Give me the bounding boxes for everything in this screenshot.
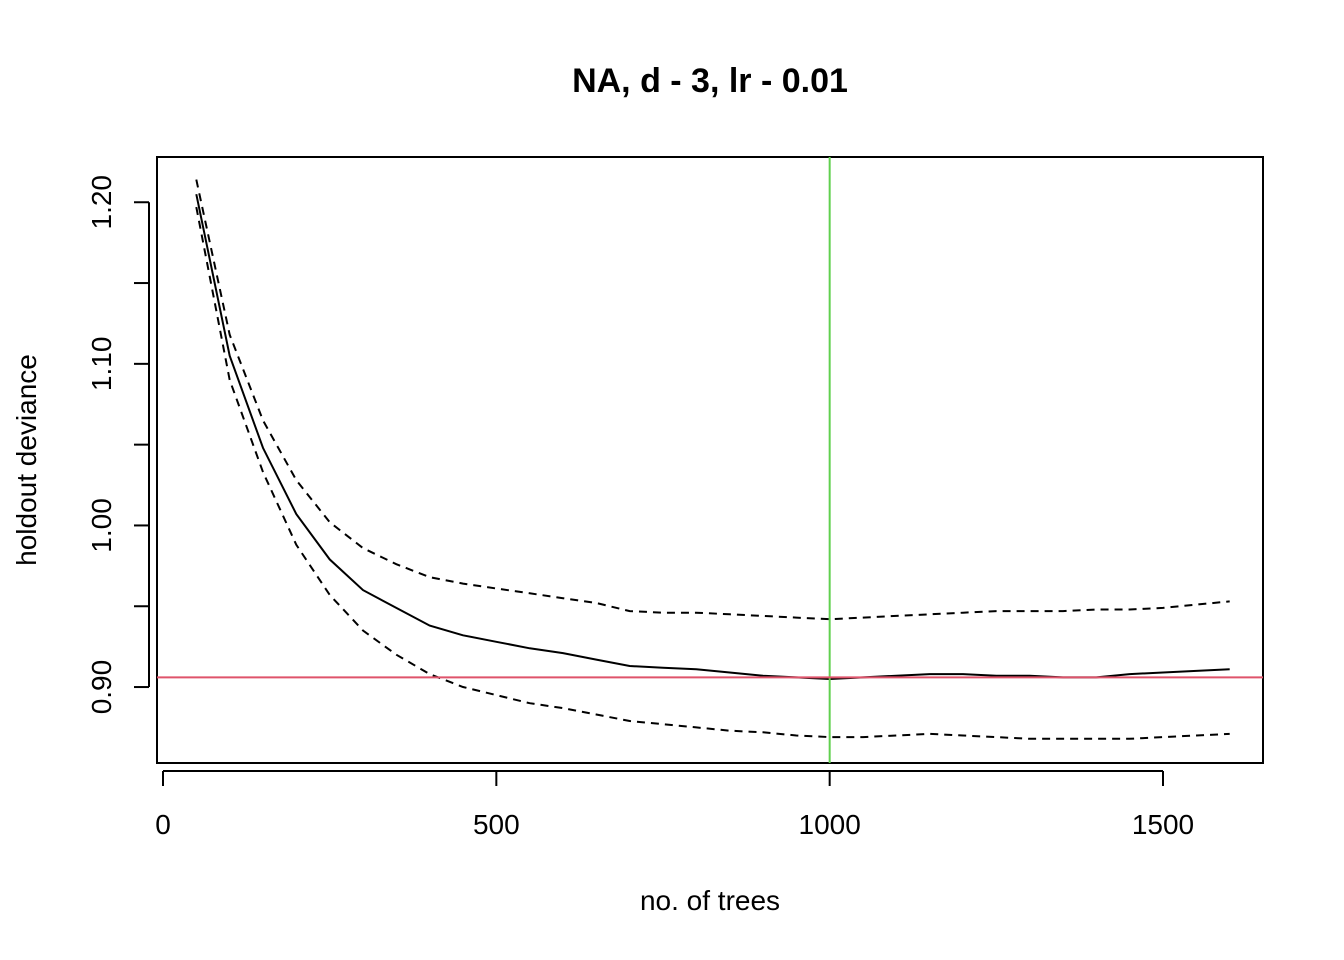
y-tick-label-4: 1.10 — [86, 337, 117, 392]
y-tick-label-0: 0.90 — [86, 660, 117, 715]
x-axis-label: no. of trees — [640, 885, 780, 916]
series-line-1 — [195, 179, 1230, 621]
series-line-2 — [195, 206, 1230, 740]
x-tick-label-0: 0 — [155, 809, 171, 840]
y-tick-label-2: 1.00 — [86, 498, 117, 553]
reference-lines-layer — [157, 157, 1263, 763]
y-axis: 0.90 1.00 1.10 1.20 — [86, 175, 150, 715]
x-axis: 0 500 1000 1500 — [155, 770, 1194, 840]
plot-frame — [156, 156, 1264, 764]
y-tick-label-6: 1.20 — [86, 175, 117, 230]
x-tick-label-3: 1500 — [1132, 809, 1194, 840]
chart-title: NA, d - 3, lr - 0.01 — [572, 62, 848, 100]
x-tick-label-2: 1000 — [799, 809, 861, 840]
y-axis-label: holdout deviance — [11, 354, 42, 566]
x-tick-label-1: 500 — [473, 809, 520, 840]
